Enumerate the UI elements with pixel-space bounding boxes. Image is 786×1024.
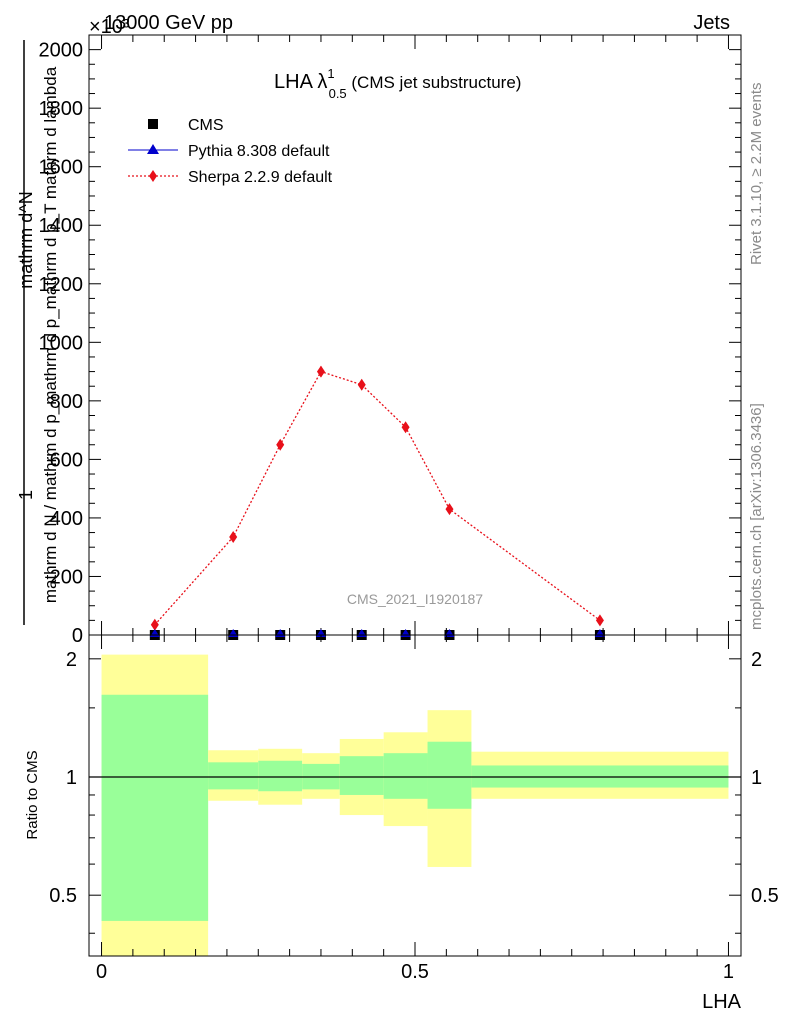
y-tick-label: 1600: [39, 157, 84, 179]
sherpa-point: [150, 618, 159, 631]
ratio-ylabel: Ratio to CMS: [24, 750, 41, 839]
sherpa-point: [357, 378, 366, 391]
ratio-y-tick-label: 2: [66, 649, 77, 671]
y-tick-label: 1800: [39, 98, 84, 120]
sherpa-point: [401, 421, 410, 434]
analysis-watermark: CMS_2021_I1920187: [347, 591, 483, 607]
x-tick-label: 1: [723, 961, 734, 983]
sherpa-point: [595, 614, 604, 627]
ratio-y-tick-label-right: 0.5: [751, 885, 779, 907]
ratio-y-tick-label-right: 1: [751, 767, 762, 789]
title-main: LHA λ: [274, 71, 327, 93]
mcplots-info: mcplots.cern.ch [arXiv:1306.3436]: [748, 403, 765, 630]
category-label: Jets: [693, 12, 730, 34]
y-tick-label: 200: [50, 566, 83, 588]
exponent-label: ×10³: [89, 16, 130, 38]
y-tick-label: 600: [50, 449, 83, 471]
legend-sherpa-label: Sherpa 2.2.9 default: [188, 169, 333, 186]
x-tick-label: 0: [96, 961, 107, 983]
ratio-y-tick-label-right: 2: [751, 649, 762, 671]
ylabel-top: mathrm d^N: [16, 191, 36, 288]
sherpa-point: [276, 438, 285, 451]
ratio-inner-band: [208, 762, 259, 790]
ratio-bands: [101, 654, 729, 956]
y-tick-label: 800: [50, 391, 83, 413]
svg-text:LHA λ10.5 (CMS jet substructur: LHA λ1 0.5 (CMS jet substructure): [274, 66, 521, 101]
main-frame: [88, 34, 742, 636]
legend-pythia-marker: [147, 144, 159, 154]
sherpa-point: [445, 503, 454, 516]
ylabel-numerator: 1: [16, 490, 36, 500]
ratio-inner-band: [339, 756, 384, 795]
y-tick-label: 2000: [39, 40, 84, 62]
ratio-xticks: 0 0.5 1: [96, 635, 734, 983]
title-suffix: (CMS jet substructure): [347, 73, 522, 92]
plot-title: LHA λ1 0.5 (CMS jet substructure): [274, 66, 521, 101]
main-ylabel: mathrm d^N 1 mathrm d N / mathrm d p_mat…: [16, 66, 60, 603]
legend: CMS Pythia 8.308 default Sherpa 2.2.9 de…: [128, 117, 333, 186]
legend-pythia-label: Pythia 8.308 default: [188, 143, 330, 160]
sherpa-point: [316, 365, 325, 378]
legend-sherpa-marker: [149, 170, 157, 182]
ratio-yticks: 0.5 0.5 1 1 2 2: [49, 649, 779, 934]
sherpa-point: [229, 530, 238, 543]
main-yticks: 0 200 400 600 800 1000 1200 1400 1600 1800 2000: [39, 40, 741, 647]
y-tick-label: 1200: [39, 274, 84, 296]
process-label: 13000 GeV pp: [104, 12, 233, 34]
y-tick-label: 1000: [39, 332, 84, 354]
x-axis-label: LHA: [702, 991, 742, 1013]
y-tick-label: 400: [50, 508, 83, 530]
ratio-inner-band: [258, 760, 303, 792]
ylabel-denominator: mathrm d N / mathrm d p_mathrm d p_mathr…: [41, 66, 60, 603]
legend-cms-marker: [148, 119, 158, 129]
ratio-y-tick-label: 0.5: [49, 885, 77, 907]
ratio-inner-band: [383, 753, 428, 799]
title-sup: 1: [327, 66, 334, 81]
ratio-inner-band: [427, 741, 472, 809]
ratio-y-tick-label: 1: [66, 767, 77, 789]
sherpa-line: [154, 370, 601, 626]
rivet-info: Rivet 3.1.10, ≥ 2.2M events: [748, 83, 765, 266]
title-sub: 0.5: [329, 86, 347, 101]
y-tick-label: 1400: [39, 215, 84, 237]
x-tick-label: 0.5: [401, 961, 429, 983]
legend-cms-label: CMS: [188, 117, 224, 134]
y-tick-label: 0: [72, 625, 83, 647]
ratio-inner-band: [101, 694, 209, 921]
